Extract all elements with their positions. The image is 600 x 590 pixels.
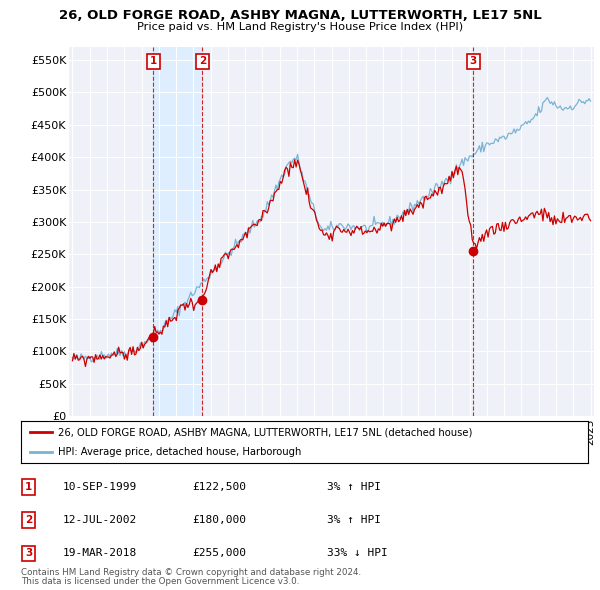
Bar bbox=[154, 47, 202, 416]
Text: £180,000: £180,000 bbox=[192, 516, 246, 525]
Text: £122,500: £122,500 bbox=[192, 482, 246, 491]
Text: This data is licensed under the Open Government Licence v3.0.: This data is licensed under the Open Gov… bbox=[21, 578, 299, 586]
Text: Contains HM Land Registry data © Crown copyright and database right 2024.: Contains HM Land Registry data © Crown c… bbox=[21, 568, 361, 577]
Text: Price paid vs. HM Land Registry's House Price Index (HPI): Price paid vs. HM Land Registry's House … bbox=[137, 22, 463, 32]
Text: 12-JUL-2002: 12-JUL-2002 bbox=[63, 516, 137, 525]
Text: 19-MAR-2018: 19-MAR-2018 bbox=[63, 549, 137, 558]
Text: 3: 3 bbox=[470, 57, 477, 67]
Text: 26, OLD FORGE ROAD, ASHBY MAGNA, LUTTERWORTH, LE17 5NL: 26, OLD FORGE ROAD, ASHBY MAGNA, LUTTERW… bbox=[59, 9, 541, 22]
Text: £255,000: £255,000 bbox=[192, 549, 246, 558]
Text: 26, OLD FORGE ROAD, ASHBY MAGNA, LUTTERWORTH, LE17 5NL (detached house): 26, OLD FORGE ROAD, ASHBY MAGNA, LUTTERW… bbox=[58, 427, 472, 437]
Text: HPI: Average price, detached house, Harborough: HPI: Average price, detached house, Harb… bbox=[58, 447, 301, 457]
Text: 2: 2 bbox=[25, 516, 32, 525]
Text: 33% ↓ HPI: 33% ↓ HPI bbox=[327, 549, 388, 558]
Text: 3% ↑ HPI: 3% ↑ HPI bbox=[327, 482, 381, 491]
Text: 3: 3 bbox=[25, 549, 32, 558]
Text: 2: 2 bbox=[199, 57, 206, 67]
Text: 1: 1 bbox=[150, 57, 157, 67]
Text: 1: 1 bbox=[25, 482, 32, 491]
Text: 10-SEP-1999: 10-SEP-1999 bbox=[63, 482, 137, 491]
Text: 3% ↑ HPI: 3% ↑ HPI bbox=[327, 516, 381, 525]
